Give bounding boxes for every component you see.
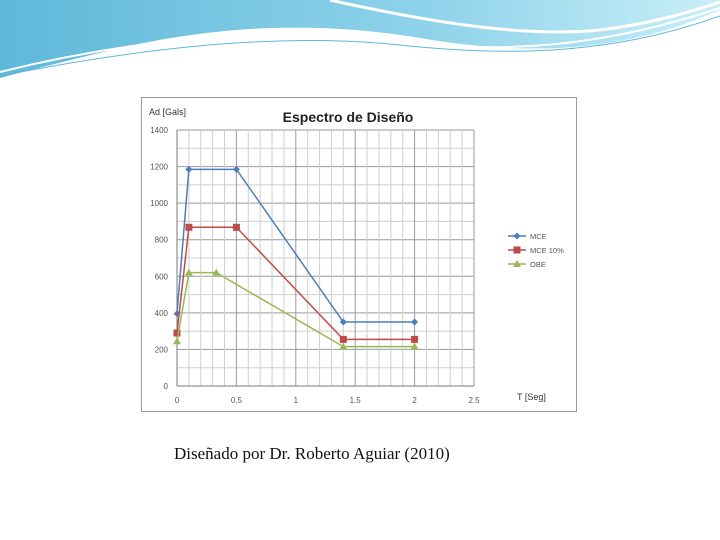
header-wave-decoration bbox=[0, 0, 720, 78]
chart-title: Espectro de Diseño bbox=[283, 109, 414, 125]
y-tick-label: 1200 bbox=[150, 163, 168, 172]
series-layer bbox=[173, 165, 419, 350]
data-point-obe bbox=[173, 337, 181, 345]
data-point-mce bbox=[232, 165, 240, 173]
legend-label-mce-10: MCE 10% bbox=[530, 246, 564, 255]
x-tick-label: 2 bbox=[412, 396, 417, 405]
y-tick-label: 1400 bbox=[150, 126, 168, 135]
data-point-mce bbox=[339, 318, 347, 326]
legend-label-obe: OBE bbox=[530, 260, 546, 269]
y-axis-label: Ad [Gals] bbox=[149, 107, 186, 117]
author-caption: Diseñado por Dr. Roberto Aguiar (2010) bbox=[174, 444, 450, 463]
legend-marker-obe bbox=[513, 260, 521, 267]
data-point-mce-10 bbox=[232, 223, 240, 231]
data-point-obe bbox=[212, 268, 221, 276]
design-spectrum-chart: Espectro de Diseño Ad [Gals] T [Seg] 020… bbox=[149, 107, 564, 405]
y-tick-label: 200 bbox=[155, 345, 169, 354]
x-tick-label: 2.5 bbox=[468, 396, 480, 405]
x-tick-label: 1 bbox=[294, 396, 299, 405]
legend-label-mce: MCE bbox=[530, 232, 547, 241]
y-tick-label: 800 bbox=[155, 236, 169, 245]
data-point-mce-10 bbox=[173, 329, 181, 337]
data-point-obe bbox=[339, 342, 348, 350]
x-axis-label: T [Seg] bbox=[517, 392, 546, 402]
legend-marker-mce-10 bbox=[513, 246, 521, 254]
y-tick-label: 400 bbox=[155, 309, 169, 318]
tick-labels: 0 200 400 600 800 1000 1200 1400 0 0.5 1 1.5 2 2.5 bbox=[150, 126, 480, 405]
grid-layer bbox=[176, 129, 475, 387]
y-tick-label: 1000 bbox=[150, 199, 168, 208]
chart-frame: Espectro de Diseño Ad [Gals] T [Seg] 0 20… bbox=[141, 97, 577, 412]
data-point-obe bbox=[184, 268, 193, 276]
y-tick-label: 600 bbox=[155, 272, 169, 281]
data-point-mce-10 bbox=[185, 223, 193, 231]
x-tick-label: 1.5 bbox=[350, 396, 362, 405]
y-tick-label: 0 bbox=[164, 382, 169, 391]
data-point-mce bbox=[185, 165, 193, 173]
data-point-mce-10 bbox=[339, 335, 347, 343]
legend-marker-mce bbox=[513, 232, 521, 240]
legend: MCE MCE 10% OBE bbox=[508, 232, 564, 269]
data-point-mce-10 bbox=[411, 335, 419, 343]
data-point-mce bbox=[411, 318, 419, 326]
x-tick-label: 0 bbox=[175, 396, 180, 405]
data-point-obe bbox=[410, 342, 419, 350]
x-tick-label: 0.5 bbox=[231, 396, 243, 405]
